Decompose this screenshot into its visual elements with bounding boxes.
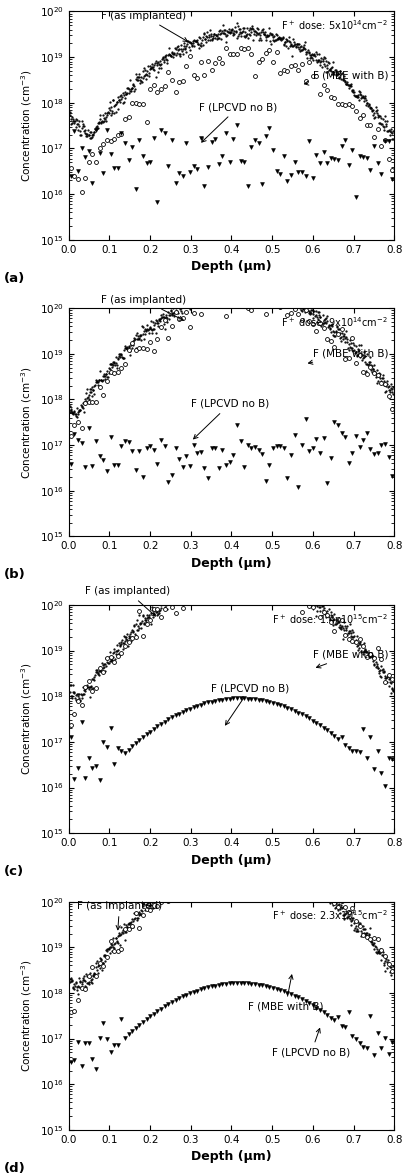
Text: F (MBE with B): F (MBE with B) [308,349,388,365]
Text: (b): (b) [4,568,25,581]
Text: F$^+$ dose: 5x10$^{14}$cm$^{-2}$: F$^+$ dose: 5x10$^{14}$cm$^{-2}$ [281,19,388,32]
Text: F (MBE with B): F (MBE with B) [313,650,388,668]
Text: F$^+$ dose: 2.3x10$^{15}$cm$^{-2}$: F$^+$ dose: 2.3x10$^{15}$cm$^{-2}$ [272,909,388,922]
Text: F (LPCVD no B): F (LPCVD no B) [211,683,289,724]
Text: (a): (a) [4,272,25,285]
Text: F (as implanted): F (as implanted) [101,295,186,320]
Text: F (LPCVD no B): F (LPCVD no B) [191,399,269,439]
X-axis label: Depth (μm): Depth (μm) [191,260,272,273]
Text: F$^+$ dose: 9x10$^{14}$cm$^{-2}$: F$^+$ dose: 9x10$^{14}$cm$^{-2}$ [281,315,388,329]
Y-axis label: Concentration (cm$^{-3}$): Concentration (cm$^{-3}$) [20,69,34,182]
Text: F$^+$ dose: 1.4x10$^{15}$cm$^{-2}$: F$^+$ dose: 1.4x10$^{15}$cm$^{-2}$ [272,612,388,626]
Y-axis label: Concentration (cm$^{-3}$): Concentration (cm$^{-3}$) [20,662,34,775]
Y-axis label: Concentration (cm$^{-3}$): Concentration (cm$^{-3}$) [20,960,34,1073]
X-axis label: Depth (μm): Depth (μm) [191,854,272,867]
Text: F (as implanted): F (as implanted) [77,901,162,930]
X-axis label: Depth (μm): Depth (μm) [191,1150,272,1163]
Text: (d): (d) [4,1162,25,1175]
Text: F (as implanted): F (as implanted) [85,586,170,616]
Text: F (LPCVD no B): F (LPCVD no B) [272,1029,350,1057]
Text: F (MBE with B): F (MBE with B) [304,71,388,85]
Text: F (LPCVD no B): F (LPCVD no B) [199,102,277,142]
X-axis label: Depth (μm): Depth (μm) [191,556,272,570]
Y-axis label: Concentration (cm$^{-3}$): Concentration (cm$^{-3}$) [20,366,34,479]
Text: F (MBE with B): F (MBE with B) [248,975,323,1011]
Text: F (as implanted): F (as implanted) [101,11,188,41]
Text: (c): (c) [4,866,24,878]
